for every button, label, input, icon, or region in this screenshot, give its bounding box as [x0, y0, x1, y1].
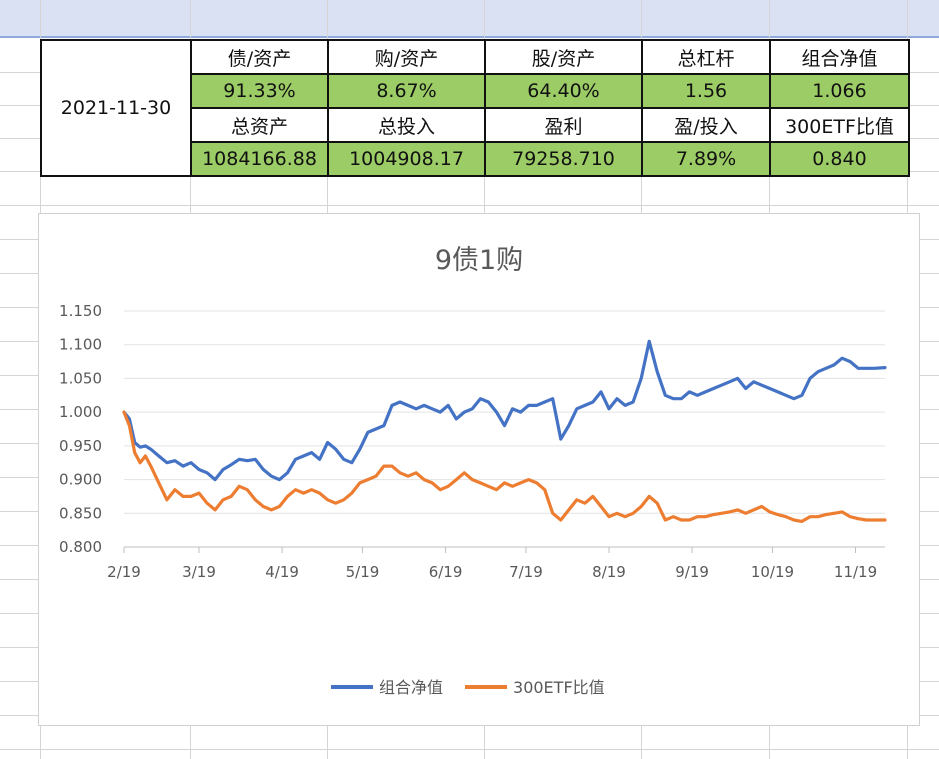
- header-cell[interactable]: 股/资产: [484, 39, 643, 75]
- value-cell[interactable]: 79258.710: [484, 141, 643, 177]
- legend-label: 组合净值: [379, 678, 443, 697]
- legend-label: 300ETF比值: [513, 678, 605, 697]
- legend: 组合净值 300ETF比值: [331, 678, 605, 697]
- y-tick-label: 1.000: [59, 403, 102, 421]
- header-cell[interactable]: 购/资产: [327, 39, 486, 75]
- value-cell[interactable]: 1.56: [641, 73, 771, 109]
- value-cell[interactable]: 1.066: [769, 73, 910, 109]
- y-tick-label: 1.050: [59, 369, 102, 387]
- header-cell[interactable]: 盈利: [484, 107, 643, 143]
- line-chart: 9债1购 1.150 1.100 1.050 1.000 0.950 0.900 0.850…: [59, 245, 887, 697]
- x-tick-label: 11/19: [834, 563, 877, 581]
- header-cell[interactable]: 组合净值: [769, 39, 910, 75]
- header-cell[interactable]: 总杠杆: [641, 39, 771, 75]
- series-line: [122, 339, 887, 482]
- y-tick-label: 0.950: [59, 437, 102, 455]
- x-tick-label: 10/19: [751, 563, 794, 581]
- x-tick-label: 4/19: [265, 563, 299, 581]
- x-axis: 2/19 3/19 4/19 5/19 6/19 7/19 8/19 9/19 10/19 11/…: [107, 546, 885, 581]
- y-tick-label: 0.900: [59, 471, 102, 489]
- header-cell[interactable]: 总投入: [327, 107, 486, 143]
- date-cell[interactable]: 2021-11-30: [40, 39, 192, 177]
- grid-line: [0, 205, 939, 206]
- header-cell[interactable]: 盈/投入: [641, 107, 771, 143]
- y-tick-label: 1.100: [59, 336, 102, 354]
- header-band: [0, 0, 939, 38]
- y-tick-label: 0.850: [59, 504, 102, 522]
- series-line: [122, 410, 887, 523]
- x-tick-label: 3/19: [182, 563, 216, 581]
- x-tick-label: 7/19: [509, 563, 543, 581]
- value-cell[interactable]: 0.840: [769, 141, 910, 177]
- x-tick-label: 9/19: [675, 563, 709, 581]
- y-axis: 1.150 1.100 1.050 1.000 0.950 0.900 0.850 0.800: [59, 302, 885, 556]
- value-cell[interactable]: 7.89%: [641, 141, 771, 177]
- header-cell[interactable]: 债/资产: [190, 39, 329, 75]
- header-cell[interactable]: 总资产: [190, 107, 329, 143]
- y-tick-label: 0.800: [59, 538, 102, 556]
- chart-container[interactable]: 9债1购 1.150 1.100 1.050 1.000 0.950 0.900 0.850…: [38, 213, 920, 726]
- series-lines: [122, 339, 887, 523]
- y-tick-label: 1.150: [59, 302, 102, 320]
- x-tick-label: 5/19: [346, 563, 380, 581]
- summary-table: 2021-11-30 债/资产 购/资产 股/资产 总杠杆 组合净值 91.33…: [40, 39, 910, 177]
- value-cell[interactable]: 8.67%: [327, 73, 486, 109]
- x-tick-label: 6/19: [429, 563, 463, 581]
- grid-line: [0, 749, 939, 750]
- x-tick-label: 2/19: [107, 563, 141, 581]
- header-cell[interactable]: 300ETF比值: [769, 107, 910, 143]
- value-cell[interactable]: 1084166.88: [190, 141, 329, 177]
- value-cell[interactable]: 64.40%: [484, 73, 643, 109]
- x-tick-label: 8/19: [592, 563, 626, 581]
- chart-title: 9债1购: [435, 245, 523, 276]
- value-cell[interactable]: 91.33%: [190, 73, 329, 109]
- value-cell[interactable]: 1004908.17: [327, 141, 486, 177]
